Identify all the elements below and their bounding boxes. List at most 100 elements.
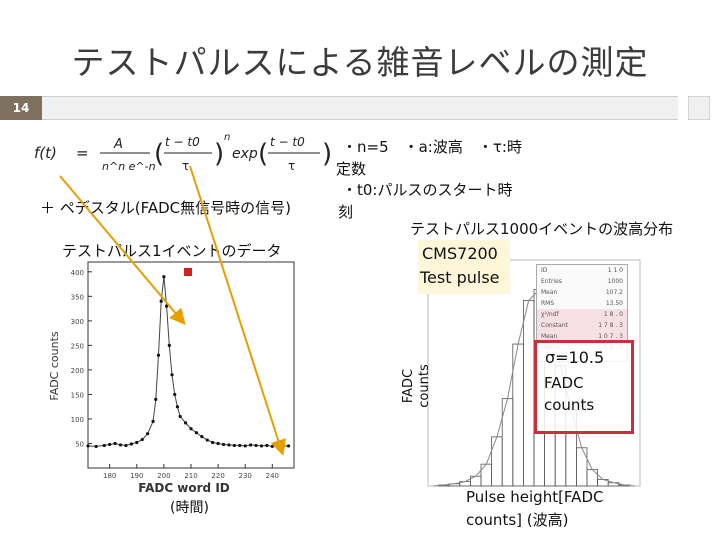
data-point (254, 443, 258, 448)
left-x-unit: (時間) (170, 500, 209, 516)
x-tick-label: 200 (157, 472, 170, 480)
left-plot: 400 350 300 250 200 150 100 50 180 190 200 210 220 2… (44, 256, 304, 516)
slide-nav-icon[interactable] (687, 95, 711, 121)
stats-key: Entries (541, 278, 562, 285)
y-tick-label: 50 (75, 440, 84, 448)
data-point (162, 275, 166, 279)
sigma-unit-1: FADC (544, 374, 584, 392)
data-point (154, 397, 158, 401)
cms-label-2: Test pulse (420, 268, 500, 287)
data-point (140, 437, 144, 442)
header-bar (0, 96, 678, 120)
stats-key: Mean (541, 289, 558, 296)
stats-key: Constant (541, 322, 568, 329)
formula-exp-den: τ (288, 159, 295, 173)
data-point (173, 392, 177, 397)
data-point (232, 443, 236, 448)
right-y-axis-label-1: FADC (401, 369, 416, 403)
data-point (194, 431, 199, 435)
data-point (189, 427, 193, 431)
data-point (238, 443, 242, 448)
sigma-highlight-box (534, 340, 634, 434)
y-tick-label: 250 (71, 342, 84, 350)
params-line-2: 定数 (336, 160, 367, 178)
data-point (276, 443, 280, 448)
cms-label-box (418, 240, 510, 294)
formula-t1-num: t − t0 (165, 135, 200, 149)
data-point (243, 444, 247, 448)
data-point (151, 419, 155, 424)
formula-exp: exp (232, 146, 258, 162)
data-point (113, 441, 117, 446)
pedestal-text: ＋ ペデスタル(FADC無信号時の信号) (40, 199, 292, 217)
stats-row: ID 1 1 0 (537, 265, 627, 276)
data-point (94, 444, 98, 449)
stats-row: RMS 13.50 (537, 298, 627, 309)
data-point (118, 443, 123, 447)
data-point (124, 443, 128, 448)
y-tick-label: 200 (71, 367, 84, 375)
params-line-3: ・t0:パルスのスタート時 (342, 181, 513, 199)
x-tick-label: 240 (266, 472, 279, 480)
stats-row: χ²/ndf 1 8 . 0 (537, 309, 627, 320)
data-point (165, 304, 169, 308)
sigma-label: σ=10.5 (545, 348, 605, 367)
formula-exp-num: t − t0 (270, 135, 305, 149)
paren-close-icon: ) (214, 139, 224, 169)
data-point (156, 353, 161, 357)
formula-den: n^n e^-n (102, 160, 156, 173)
stats-value: 1 1 0 (607, 267, 623, 274)
formula-eq: = (76, 144, 89, 162)
stats-value: 1 8 . 0 (603, 311, 623, 318)
formula-graphic: f(t) = A n^n e^-n ( t − t0 τ ) n exp ( t… (34, 132, 332, 173)
right-x-label-2: counts] (波高) (466, 511, 569, 529)
y-tick-label: 400 (71, 269, 84, 277)
data-point (178, 414, 182, 419)
data-point (286, 444, 291, 448)
data-point (227, 443, 231, 447)
data-point (270, 444, 274, 449)
stats-key: RMS (541, 300, 555, 307)
y-tick-label: 350 (71, 293, 84, 301)
stats-value: 1 7 8 . 3 (598, 322, 623, 329)
formula-power: n (224, 132, 230, 143)
right-y-axis-label-2: counts (417, 364, 432, 408)
stats-value: 1 0 7 . 3 (598, 333, 623, 340)
params-line-1: ・n=5 ・a:波高 ・τ:時 (342, 138, 522, 156)
data-point (205, 438, 209, 442)
data-point (259, 444, 264, 448)
data-point (135, 440, 139, 445)
formula-lhs: f(t) (34, 144, 57, 162)
data-point (265, 443, 269, 448)
x-tick-label: 210 (184, 472, 197, 480)
y-tick-label: 150 (71, 391, 84, 399)
data-point (216, 441, 220, 446)
gauss-fit (433, 288, 635, 487)
stats-row: Entries 1000 (537, 276, 627, 287)
y-tick-label: 300 (71, 318, 84, 326)
data-point (221, 442, 226, 447)
data-point (86, 444, 90, 448)
x-tick-label: 220 (211, 472, 224, 480)
data-point (183, 421, 188, 425)
paren-open-icon: ( (258, 139, 268, 169)
paren-close-icon: ) (322, 139, 332, 169)
x-tick-label: 180 (103, 472, 116, 480)
data-point (108, 442, 112, 447)
stats-row: Mean 107.2 (537, 287, 627, 298)
stats-row: Mean 1 0 7 . 3 (537, 331, 627, 342)
page-number: 14 (0, 96, 42, 120)
params-line-4: 刻 (338, 203, 354, 221)
left-x-axis-label: FADC word ID (138, 481, 230, 495)
right-x-label-1: Pulse height[FADC (466, 488, 604, 506)
stats-key: Mean (541, 333, 558, 340)
paren-open-icon: ( (154, 139, 164, 169)
data-point (175, 405, 180, 409)
stats-key: ID (541, 267, 548, 274)
right-caption: テストパルス1000イベントの波高分布 (410, 220, 674, 238)
data-point (200, 435, 204, 439)
data-point (146, 432, 150, 436)
data-point (170, 373, 174, 377)
sigma-unit-2: counts (544, 396, 595, 414)
formula-t1-den: τ (182, 159, 189, 173)
